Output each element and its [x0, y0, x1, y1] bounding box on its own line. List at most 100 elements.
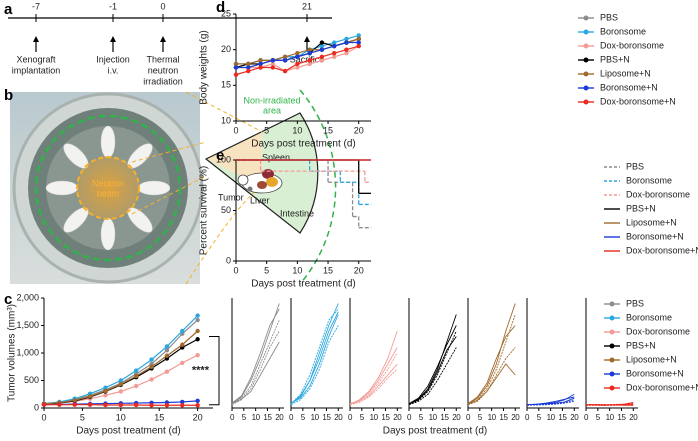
x-tick-label: 0 — [407, 413, 412, 422]
legend-label: Dox-boronsome — [626, 189, 690, 199]
individual-line — [408, 336, 457, 405]
x-tick-label: 15 — [323, 265, 333, 275]
data-point — [103, 393, 108, 398]
individual-line — [290, 308, 339, 405]
y-tick-label: 2,000 — [16, 292, 39, 302]
data-point — [319, 40, 325, 45]
legend-label: Boronsome+N — [626, 368, 684, 378]
x-tick-label: 15 — [499, 413, 508, 422]
beam-label: beam — [97, 188, 120, 198]
data-point — [72, 402, 77, 407]
x-tick-label: 10 — [370, 413, 379, 422]
x-tick-label: 15 — [323, 125, 333, 135]
data-point — [331, 51, 337, 56]
event-label: implantation — [12, 65, 61, 75]
event-label: Xenograft — [16, 54, 56, 64]
data-point — [307, 47, 312, 52]
data-point — [195, 313, 200, 318]
individual-line — [467, 303, 516, 405]
x-tick-label: 10 — [606, 413, 615, 422]
individual-line — [349, 369, 398, 406]
data-point — [149, 364, 154, 369]
data-point — [164, 369, 170, 374]
data-point — [133, 373, 139, 379]
x-tick-label: 20 — [511, 413, 520, 422]
x-tick-label: 0 — [41, 412, 46, 422]
data-point — [103, 385, 108, 390]
data-point — [164, 344, 170, 349]
data-point — [270, 65, 276, 70]
arrow-head — [110, 36, 116, 42]
x-tick-label: 10 — [311, 413, 320, 422]
legend-marker — [583, 43, 589, 49]
data-point — [149, 377, 154, 382]
data-point — [331, 40, 337, 45]
data-point — [133, 402, 139, 408]
x-tick-label: 0 — [233, 265, 238, 275]
data-point — [195, 398, 200, 404]
panel-label: a — [4, 1, 13, 18]
x-tick-label: 5 — [80, 412, 85, 422]
x-tick-label: 0 — [230, 413, 235, 422]
data-point — [72, 398, 77, 403]
data-point — [307, 61, 312, 67]
legend-marker — [609, 385, 615, 391]
data-point — [282, 68, 288, 74]
event-label: Injection — [96, 54, 130, 64]
legend-marker — [609, 343, 615, 349]
individual-line — [526, 397, 575, 406]
legend-marker — [609, 315, 615, 321]
data-point — [57, 402, 62, 407]
x-tick-label: 5 — [360, 413, 365, 422]
y-tick-label: 50 — [221, 205, 231, 215]
data-point — [282, 58, 288, 63]
x-tick-label: 5 — [419, 413, 424, 422]
x-tick-label: 15 — [154, 412, 164, 422]
legend-marker — [583, 71, 589, 77]
data-point — [87, 402, 93, 407]
legend-marker — [609, 301, 615, 307]
data-point — [246, 65, 251, 70]
x-tick-label: 10 — [116, 412, 126, 422]
data-point — [344, 51, 349, 56]
organ-label: Liver — [250, 195, 270, 205]
data-point — [356, 43, 361, 49]
organ-label: Intestine — [280, 208, 314, 218]
individual-line — [408, 347, 457, 406]
individual-line — [290, 314, 339, 404]
data-point — [295, 61, 300, 67]
data-point — [246, 61, 251, 67]
x-tick-label: 20 — [193, 412, 203, 422]
data-point — [180, 360, 185, 366]
legend-marker — [609, 371, 615, 377]
data-point — [41, 402, 47, 407]
x-tick-label: 5 — [242, 413, 247, 422]
area-label: area — [263, 105, 281, 115]
legend-label: PBS — [600, 12, 618, 22]
data-point — [233, 72, 239, 77]
x-tick-label: 10 — [252, 413, 261, 422]
individual-line — [231, 330, 280, 406]
bracket — [209, 336, 220, 406]
x-tick-label: 15 — [558, 413, 567, 422]
x-tick-label: 10 — [292, 265, 302, 275]
annotation: **** — [192, 365, 210, 377]
legend-label: Boronsome+N — [626, 231, 684, 241]
individual-line — [585, 403, 634, 406]
arrow-head — [160, 36, 166, 42]
data-point — [319, 43, 325, 49]
data-point — [356, 33, 361, 38]
series-line — [43, 338, 198, 405]
photo — [10, 92, 207, 284]
y-tick-label: 20 — [221, 44, 231, 54]
data-point — [307, 58, 312, 63]
data-point — [295, 51, 300, 56]
data-point — [319, 54, 325, 59]
y-tick-label: 0 — [34, 402, 39, 412]
x-axis-label: Days post treatment (d) — [251, 139, 355, 150]
x-tick-label: 20 — [393, 413, 402, 422]
data-point — [195, 337, 200, 342]
individual-line — [408, 325, 457, 404]
data-point — [344, 47, 349, 52]
